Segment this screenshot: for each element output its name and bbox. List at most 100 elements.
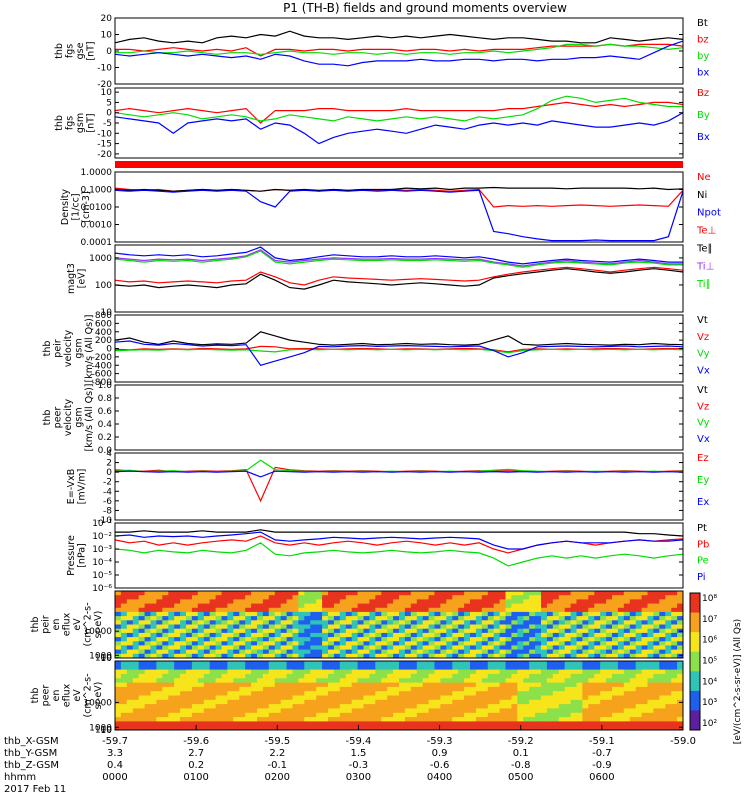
heatmap-cell [221,641,228,646]
heatmap-cell [262,708,270,714]
heatmap-cell [357,628,364,634]
heatmap-cell [257,721,264,727]
heatmap-cell [487,645,495,651]
heatmap-cell [404,595,412,600]
heatmap-cell [600,653,607,659]
heatmap-cell [505,620,512,625]
heatmap-cell [558,682,566,688]
heatmap-cell [115,595,122,600]
heatmap-cell [481,665,489,671]
heatmap-cell [440,695,447,701]
heatmap-cell [629,595,637,600]
heatmap-cell [635,645,643,651]
heatmap-cell [132,616,140,621]
heatmap-cell [647,595,654,600]
heatmap-cell [446,624,453,630]
heatmap-cell [641,721,648,727]
heatmap-cell [233,699,240,705]
heatmap-cell [191,725,199,731]
heatmap-cell [671,669,678,675]
heatmap-cell [209,595,217,600]
heatmap-cell [529,591,536,596]
heatmap-cell [304,607,311,613]
heatmap-cell [475,628,483,634]
heatmap-cell [115,611,122,617]
colorbar-tick-label: 10² [702,719,717,729]
heatmap-cell [126,628,134,634]
heatmap-cell [262,649,270,655]
heatmap-cell [470,721,477,727]
heatmap-cell [629,653,637,659]
heatmap-cell [186,645,193,651]
heatmap-cell [493,721,501,727]
heatmap-cell [393,645,400,651]
heatmap-cell [541,641,548,646]
heatmap-cell [393,669,400,675]
heatmap-cell [505,603,512,609]
heatmap-cell [322,599,329,605]
heatmap-cell [251,603,258,609]
heatmap-cell [564,721,572,727]
heatmap-cell [274,603,282,609]
panel-vel_eer: 1.00.80.60.40.20.0thbpeervelocitygsm[km/… [42,381,710,456]
heatmap-cell [375,595,382,600]
heatmap-cell [316,721,323,727]
heatmap-cell [257,637,264,642]
heatmap-cell [150,712,157,718]
heatmap-cell [322,708,329,714]
heatmap-cell [393,686,400,692]
heatmap-cell [558,686,566,692]
heatmap-cell [239,717,246,722]
heatmap-cell [653,641,660,646]
heatmap-cell [434,678,441,684]
heatmap-cell [617,695,625,701]
heatmap-cell [150,673,157,679]
heatmap-cell [363,712,370,718]
heatmap-cell [251,620,258,625]
heatmap-cell [529,616,536,621]
heatmap-cell [493,717,501,722]
heatmap-cell [375,717,382,722]
y-tick-label: -4 [103,487,112,497]
heatmap-cell [262,682,270,688]
heatmap-cell [363,628,370,634]
heatmap-cell [564,725,572,731]
heatmap-cell [588,632,595,638]
heatmap-cell [322,665,329,671]
heatmap-cell [470,653,477,659]
heatmap-cell [588,725,595,731]
heatmap-cell [588,661,595,666]
heatmap-cell [511,628,518,634]
heatmap-cell [582,708,589,714]
heatmap-cell [292,632,299,638]
heatmap-cell [333,637,341,642]
heatmap-cell [470,717,477,722]
heatmap-cell [558,649,566,655]
heatmap-cell [227,678,234,684]
heatmap-cell [416,725,424,731]
heatmap-cell [570,673,577,679]
heatmap-cell [434,669,441,675]
heatmap-cell [280,611,288,617]
heatmap-cell [582,595,589,600]
heatmap-cell [600,616,607,621]
heatmap-cell [339,620,347,625]
heatmap-cell [292,682,299,688]
y-axis-label: thbpeervelocitygsm[km/s (All Qs)] [42,384,95,452]
heatmap-cell [416,599,424,605]
heatmap-cell [564,611,572,617]
heatmap-cell [156,599,163,605]
heatmap-cell [529,673,536,679]
heatmap-cell [339,682,347,688]
heatmap-cell [665,628,672,634]
heatmap-cell [546,682,554,688]
heatmap-cell [186,673,193,679]
heatmap-cell [251,599,258,605]
heatmap-cell [600,607,607,613]
heatmap-cell [162,691,169,696]
heatmap-cell [245,641,252,646]
heatmap-cell [132,628,140,634]
heatmap-cell [345,632,353,638]
heatmap-cell [339,595,347,600]
y-tick-label: -800 [92,378,113,388]
